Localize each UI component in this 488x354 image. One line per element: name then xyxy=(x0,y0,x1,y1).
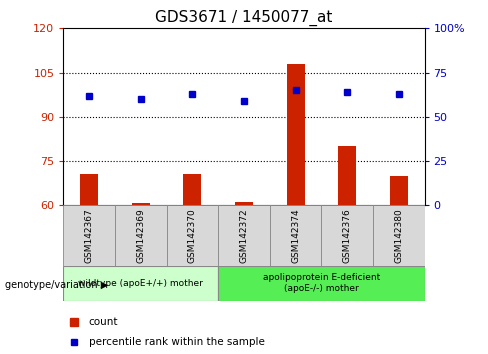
Bar xyxy=(132,203,150,205)
Bar xyxy=(338,146,356,205)
Bar xyxy=(218,205,270,266)
Bar xyxy=(286,64,305,205)
Text: GSM142372: GSM142372 xyxy=(240,208,248,263)
Bar xyxy=(115,205,166,266)
Text: wildtype (apoE+/+) mother: wildtype (apoE+/+) mother xyxy=(79,279,203,288)
Bar xyxy=(63,205,115,266)
Text: GSM142376: GSM142376 xyxy=(343,208,352,263)
Title: GDS3671 / 1450077_at: GDS3671 / 1450077_at xyxy=(155,9,333,25)
Bar xyxy=(166,205,218,266)
Bar xyxy=(235,202,253,205)
Bar xyxy=(218,266,425,301)
Text: GSM142370: GSM142370 xyxy=(188,208,197,263)
Text: count: count xyxy=(89,317,118,327)
Bar xyxy=(270,205,322,266)
Text: GSM142367: GSM142367 xyxy=(85,208,94,263)
Bar xyxy=(63,266,218,301)
Bar xyxy=(390,176,408,205)
Bar xyxy=(373,205,425,266)
Text: percentile rank within the sample: percentile rank within the sample xyxy=(89,337,264,348)
Bar xyxy=(80,175,98,205)
Text: GSM142374: GSM142374 xyxy=(291,208,300,263)
Bar xyxy=(322,205,373,266)
Text: genotype/variation ▶: genotype/variation ▶ xyxy=(5,280,108,290)
Text: GSM142369: GSM142369 xyxy=(136,208,145,263)
Bar xyxy=(183,175,202,205)
Text: GSM142380: GSM142380 xyxy=(394,208,403,263)
Text: apolipoprotein E-deficient
(apoE-/-) mother: apolipoprotein E-deficient (apoE-/-) mot… xyxy=(263,274,380,293)
